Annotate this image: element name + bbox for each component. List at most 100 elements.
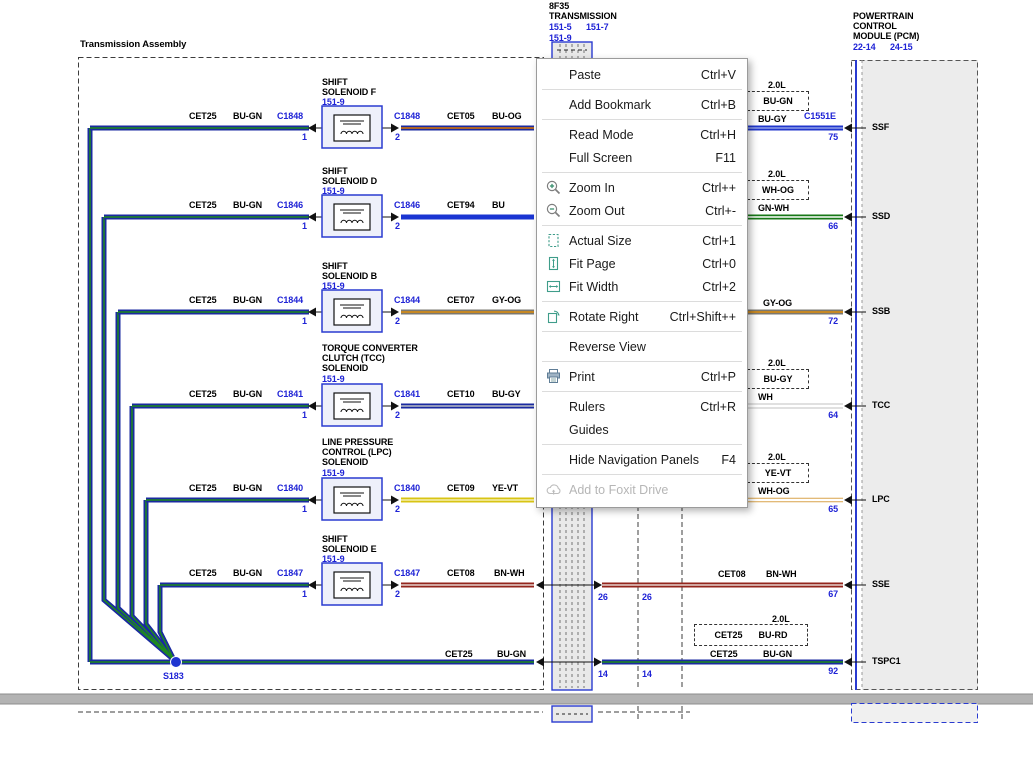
wire-color-label: BU-GN xyxy=(233,295,262,305)
menu-item-label: Print xyxy=(569,369,595,384)
wire-color-label: BU-GN xyxy=(763,649,792,659)
wire-color-label: GN-WH xyxy=(758,203,789,213)
menu-item-fit-width[interactable]: Fit Width Ctrl+2 xyxy=(537,275,747,298)
menu-item-label: Actual Size xyxy=(569,233,632,248)
menu-item-label: Hide Navigation Panels xyxy=(569,452,699,467)
menu-separator xyxy=(542,89,742,90)
pin-label: 2 xyxy=(395,316,400,326)
menu-shortcut: Ctrl++ xyxy=(701,180,736,195)
trans-header-ref-2[interactable]: 151-7 xyxy=(586,22,609,32)
menu-shortcut: Ctrl+0 xyxy=(702,256,736,271)
wire-color-label: GY-OG xyxy=(763,298,793,308)
menu-item-read-mode[interactable]: Read Mode Ctrl+H xyxy=(537,123,747,146)
pcm-signal-label: SSF xyxy=(872,122,890,132)
menu-item-label: Fit Width xyxy=(569,279,619,294)
menu-item-add-to-foxit-drive[interactable]: Add to Foxit Drive xyxy=(537,478,747,501)
trans-header-ref-3[interactable]: 151-9 xyxy=(549,33,572,43)
circuit-label: CET08 xyxy=(447,568,475,578)
trans-header-line2: TRANSMISSION xyxy=(549,11,617,21)
trans-header-ref-1[interactable]: 151-5 xyxy=(549,22,572,32)
pcm-signal-label: SSE xyxy=(872,579,890,589)
connector-label: C1840 xyxy=(277,483,304,493)
menu-item-paste[interactable]: Paste Ctrl+V xyxy=(537,63,747,86)
wire-color-label: BU-GY xyxy=(492,389,521,399)
solenoid-name: SOLENOID D xyxy=(322,176,378,186)
connector-label: C1841 xyxy=(277,389,304,399)
solenoid-name: SHIFT xyxy=(322,261,348,271)
menu-item-label: Read Mode xyxy=(569,127,634,142)
pin-label: 1 xyxy=(302,410,307,420)
menu-shortcut: Ctrl+R xyxy=(700,399,736,414)
solenoid-name: SOLENOID F xyxy=(322,87,377,97)
wire-color-label: BU-GY xyxy=(758,114,787,124)
wire-color-label: BU-GY xyxy=(763,374,793,384)
menu-shortcut: Ctrl+1 xyxy=(702,233,736,248)
menu-item-hide-navigation-panels[interactable]: Hide Navigation Panels F4 xyxy=(537,448,747,471)
pin-label: 1 xyxy=(302,316,307,326)
rotate-right-icon xyxy=(545,308,562,325)
circuit-label: CET25 xyxy=(445,649,473,659)
pin-label: 67 xyxy=(828,589,838,599)
menu-item-actual-size[interactable]: Actual Size Ctrl+1 xyxy=(537,229,747,252)
engine-label: 2.0L xyxy=(768,452,786,462)
circuit-label: CET09 xyxy=(447,483,475,493)
alt-wire-box: YE-VT xyxy=(747,463,809,483)
menu-item-rotate-right[interactable]: Rotate Right Ctrl+Shift++ xyxy=(537,305,747,328)
page-ref[interactable]: 151-9 xyxy=(322,281,345,291)
pin-label: 1 xyxy=(302,504,307,514)
pcm-header-ref-1[interactable]: 22-14 xyxy=(853,42,876,52)
connector-label: C1844 xyxy=(394,295,421,305)
menu-item-fit-page[interactable]: Fit Page Ctrl+0 xyxy=(537,252,747,275)
alt-wire-box: BU-GY xyxy=(747,369,809,389)
wire-color-label: WH-OG xyxy=(758,486,790,496)
circuit-label: CET25 xyxy=(189,200,217,210)
menu-separator xyxy=(542,391,742,392)
solenoid-name: SOLENOID xyxy=(322,363,369,373)
page-ref[interactable]: 151-9 xyxy=(322,468,345,478)
wire-color-label: BU xyxy=(492,200,505,210)
menu-item-full-screen[interactable]: Full Screen F11 xyxy=(537,146,747,169)
circuit-label: CET10 xyxy=(447,389,475,399)
menu-item-zoom-in[interactable]: Zoom In Ctrl++ xyxy=(537,176,747,199)
pin-label: 1 xyxy=(302,132,307,142)
actual-size-icon xyxy=(545,232,562,249)
menu-item-label: Zoom Out xyxy=(569,203,625,218)
context-menu: Paste Ctrl+V Add Bookmark Ctrl+B Read Mo… xyxy=(536,58,748,508)
junction-pin-label: 26 xyxy=(642,592,652,602)
menu-separator xyxy=(542,225,742,226)
pcm-header-ref-2[interactable]: 24-15 xyxy=(890,42,913,52)
circuit-label: CET25 xyxy=(714,630,743,640)
page-ref[interactable]: 151-9 xyxy=(322,554,345,564)
menu-item-guides[interactable]: Guides xyxy=(537,418,747,441)
page-ref[interactable]: 151-9 xyxy=(322,97,345,107)
zoom-out-icon xyxy=(545,202,562,219)
page-ref[interactable]: 151-9 xyxy=(322,186,345,196)
menu-item-reverse-view[interactable]: Reverse View xyxy=(537,335,747,358)
menu-item-zoom-out[interactable]: Zoom Out Ctrl+- xyxy=(537,199,747,222)
transmission-assembly-label: Transmission Assembly xyxy=(80,39,187,50)
menu-item-print[interactable]: Print Ctrl+P xyxy=(537,365,747,388)
menu-item-rulers[interactable]: Rulers Ctrl+R xyxy=(537,395,747,418)
wire-color-label: BU-OG xyxy=(492,111,522,121)
connector-label: C1847 xyxy=(394,568,421,578)
menu-item-add-bookmark[interactable]: Add Bookmark Ctrl+B xyxy=(537,93,747,116)
wire-color-label: BU-RD xyxy=(758,630,788,640)
pcm-signal-label: SSB xyxy=(872,306,891,316)
page-separator xyxy=(0,693,1033,705)
splice-label: S183 xyxy=(163,671,184,681)
row-sse xyxy=(160,562,866,606)
pin-label: 2 xyxy=(395,589,400,599)
page-ref[interactable]: 151-9 xyxy=(322,374,345,384)
connector-label: C1847 xyxy=(277,568,304,578)
wire-color-label: BU-GN xyxy=(233,111,262,121)
solenoid-name: CONTROL (LPC) xyxy=(322,447,392,457)
fit-page-icon xyxy=(545,255,562,272)
menu-shortcut: Ctrl+H xyxy=(700,127,736,142)
wire-color-label: YE-VT xyxy=(764,468,792,478)
menu-separator xyxy=(542,444,742,445)
menu-item-label: Rulers xyxy=(569,399,606,414)
pcm-signal-label: SSD xyxy=(872,211,891,221)
connector-label: C1551E xyxy=(804,111,836,121)
connector-label: C1841 xyxy=(394,389,421,399)
wire-color-label: BN-WH xyxy=(766,569,797,579)
